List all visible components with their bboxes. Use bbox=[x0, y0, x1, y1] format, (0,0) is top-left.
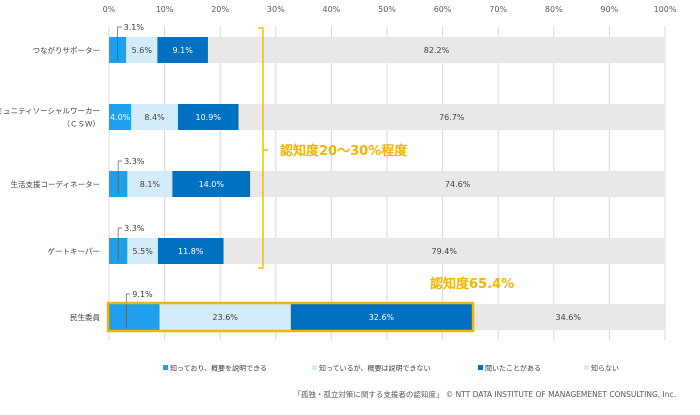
data-label: 14.0% bbox=[199, 180, 225, 189]
footnote: 「孤独・孤立対策に関する支援者の認知度」 © NTT DATA INSTITUT… bbox=[293, 389, 676, 399]
x-tick-label: 80% bbox=[545, 5, 563, 14]
x-tick-label: 40% bbox=[323, 5, 341, 14]
bar-segment bbox=[177, 104, 239, 130]
legend-swatch bbox=[584, 365, 589, 370]
x-tick-label: 60% bbox=[434, 5, 452, 14]
category-label: （ＣＳＷ） bbox=[63, 120, 101, 129]
leader-line bbox=[117, 26, 122, 60]
category-label: 民生委員 bbox=[70, 312, 100, 322]
legend-label: 知っており、概要を説明できる bbox=[170, 364, 267, 373]
legend-swatch bbox=[478, 365, 483, 370]
data-label: 4.0% bbox=[110, 113, 131, 122]
data-label: 3.1% bbox=[124, 23, 145, 32]
bar-segment bbox=[223, 238, 665, 264]
x-tick-label: 50% bbox=[378, 5, 396, 14]
bar-segment bbox=[238, 104, 665, 130]
data-label: 76.7% bbox=[439, 113, 465, 122]
bar-segment bbox=[159, 304, 291, 330]
bar-segment bbox=[127, 171, 173, 197]
x-tick-label: 70% bbox=[489, 5, 507, 14]
bar-segment bbox=[250, 171, 665, 197]
data-label: 32.6% bbox=[369, 313, 395, 322]
bar-segment bbox=[127, 238, 158, 264]
data-label: 79.4% bbox=[432, 247, 458, 256]
x-tick-label: 30% bbox=[267, 5, 285, 14]
leader-line bbox=[117, 160, 123, 194]
category-label: ゲートキーパー bbox=[48, 247, 100, 256]
annotation-label: 認知度20～30%程度 bbox=[280, 143, 408, 159]
highlight-box bbox=[106, 301, 475, 333]
bar-segment bbox=[172, 171, 251, 197]
data-label: 5.6% bbox=[132, 46, 153, 55]
legend-label: 知らない bbox=[591, 364, 619, 373]
data-label: 8.1% bbox=[140, 180, 161, 189]
data-label: 3.3% bbox=[124, 224, 145, 233]
data-label: 9.1% bbox=[173, 46, 194, 55]
legend-swatch bbox=[312, 365, 317, 370]
bar-segment bbox=[109, 104, 132, 130]
bar-segment bbox=[126, 37, 158, 63]
category-label: 生活支援コーディネーター bbox=[11, 179, 100, 189]
data-label: 74.6% bbox=[445, 180, 471, 189]
x-tick-label: 100% bbox=[654, 5, 677, 14]
legend-label: 聞いたことがある bbox=[485, 364, 541, 373]
bar-segment bbox=[109, 304, 160, 330]
bar-segment bbox=[290, 304, 473, 330]
bracket bbox=[258, 27, 268, 269]
bar-segment bbox=[207, 37, 665, 63]
bar-segment bbox=[472, 304, 665, 330]
data-label: 34.6% bbox=[556, 313, 582, 322]
x-tick-label: 0% bbox=[103, 5, 116, 14]
annotation-label: 認知度65.4% bbox=[430, 276, 514, 292]
category-label: コミュニティソーシャルワーカー bbox=[0, 107, 100, 116]
data-label: 8.4% bbox=[144, 113, 165, 122]
data-label: 9.1% bbox=[132, 290, 153, 299]
category-label: つながりサポーター bbox=[33, 45, 101, 55]
x-tick-label: 90% bbox=[601, 5, 619, 14]
bar-segment bbox=[131, 104, 178, 130]
x-tick-label: 20% bbox=[211, 5, 229, 14]
data-label: 23.6% bbox=[212, 313, 238, 322]
data-label: 5.5% bbox=[132, 247, 153, 256]
x-tick-label: 10% bbox=[156, 5, 174, 14]
bar-segment bbox=[157, 238, 224, 264]
data-label: 82.2% bbox=[424, 46, 450, 55]
data-label: 11.8% bbox=[178, 247, 204, 256]
leader-line bbox=[117, 227, 123, 261]
leader-line bbox=[125, 293, 131, 327]
data-label: 10.9% bbox=[196, 113, 222, 122]
legend-label: 知っているが、概要は説明できない bbox=[319, 364, 431, 373]
data-label: 3.3% bbox=[124, 157, 145, 166]
bar-segment bbox=[157, 37, 208, 63]
legend-swatch bbox=[163, 365, 168, 370]
